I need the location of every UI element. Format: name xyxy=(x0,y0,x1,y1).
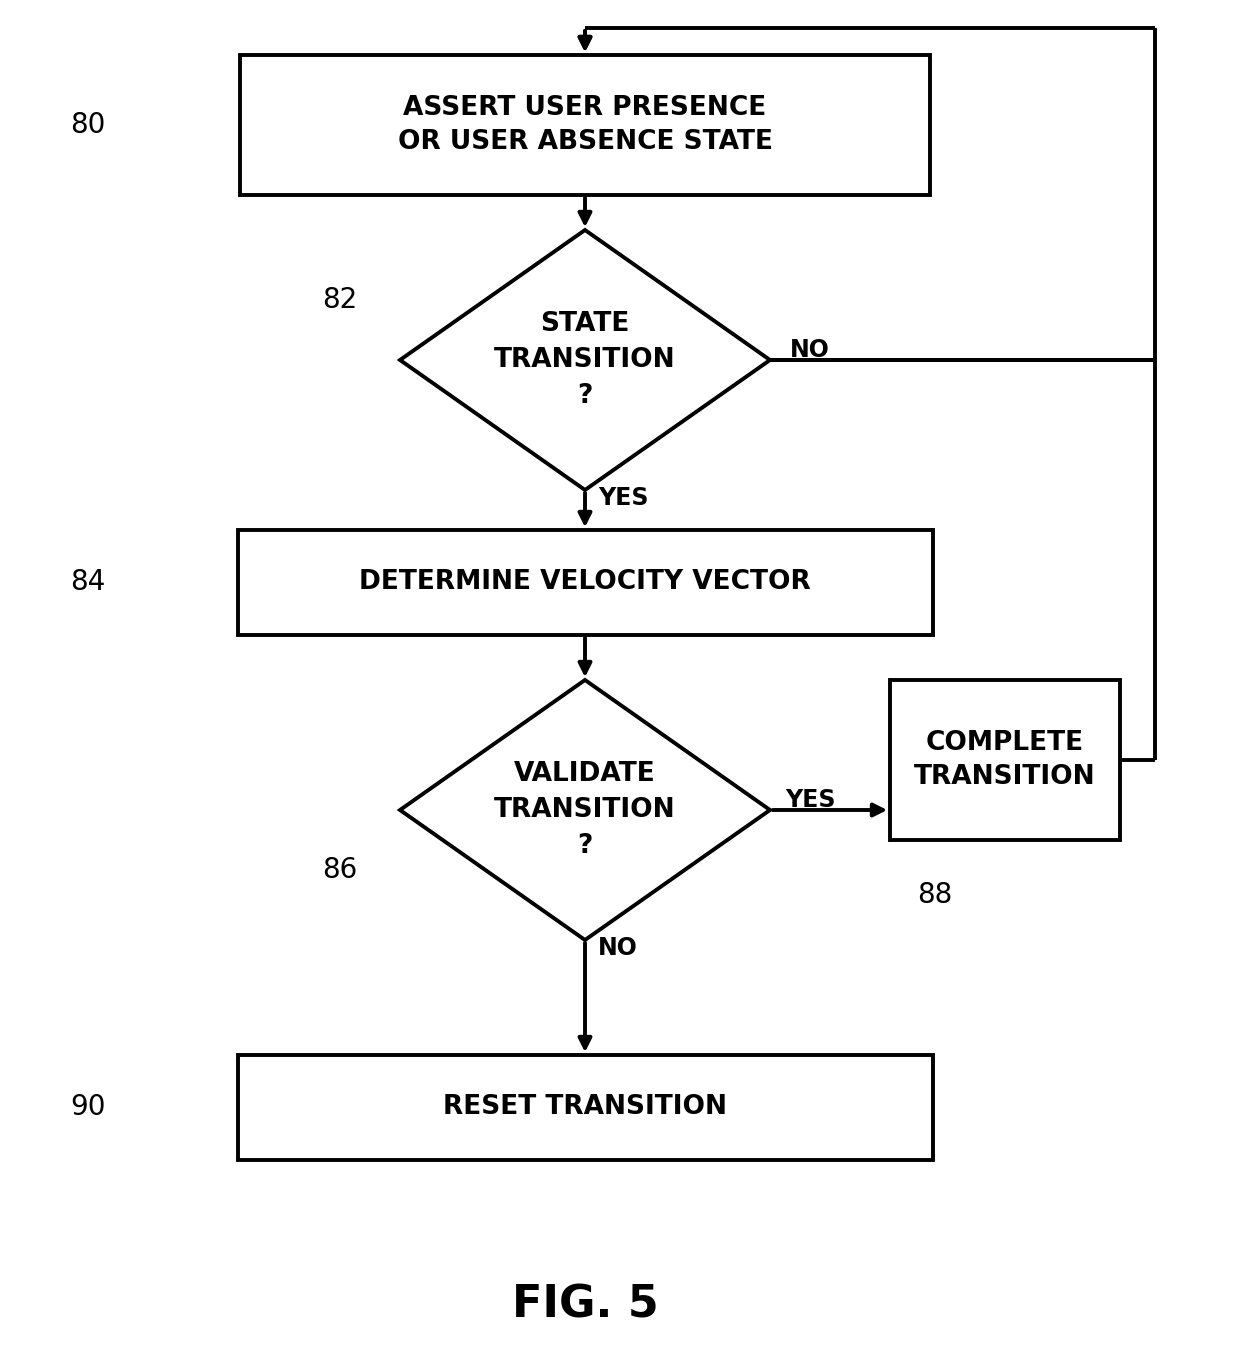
Text: 80: 80 xyxy=(71,111,105,138)
FancyBboxPatch shape xyxy=(238,1054,932,1160)
FancyBboxPatch shape xyxy=(238,529,932,635)
Text: DETERMINE VELOCITY VECTOR: DETERMINE VELOCITY VECTOR xyxy=(360,569,811,595)
Text: YES: YES xyxy=(598,485,649,510)
Text: 86: 86 xyxy=(322,856,357,884)
Text: FIG. 5: FIG. 5 xyxy=(512,1283,658,1327)
Text: 84: 84 xyxy=(71,568,105,596)
Text: 90: 90 xyxy=(71,1093,105,1121)
Text: NO: NO xyxy=(790,339,830,362)
Text: YES: YES xyxy=(785,788,836,812)
Polygon shape xyxy=(401,230,770,489)
Text: RESET TRANSITION: RESET TRANSITION xyxy=(443,1094,727,1120)
FancyBboxPatch shape xyxy=(890,680,1120,840)
Text: NO: NO xyxy=(598,936,637,960)
Text: STATE
TRANSITION
?: STATE TRANSITION ? xyxy=(495,311,676,409)
Text: 88: 88 xyxy=(918,882,952,909)
Text: ASSERT USER PRESENCE
OR USER ABSENCE STATE: ASSERT USER PRESENCE OR USER ABSENCE STA… xyxy=(398,95,773,155)
Polygon shape xyxy=(401,680,770,941)
FancyBboxPatch shape xyxy=(241,55,930,195)
Text: 82: 82 xyxy=(322,287,357,314)
Text: COMPLETE
TRANSITION: COMPLETE TRANSITION xyxy=(914,729,1096,790)
Text: VALIDATE
TRANSITION
?: VALIDATE TRANSITION ? xyxy=(495,761,676,860)
